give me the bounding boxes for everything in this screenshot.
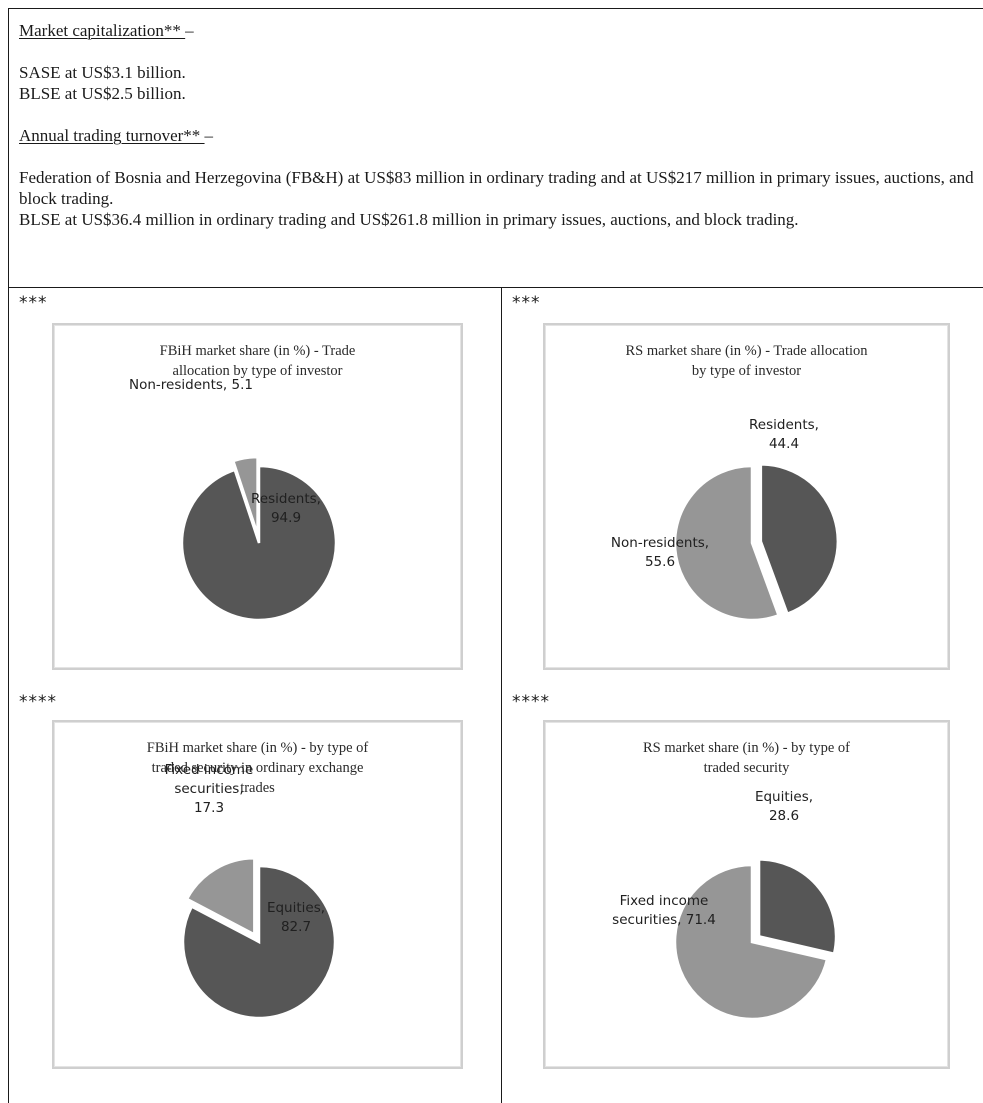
pie-slice-equities: [757, 858, 838, 956]
pie-chart-svg: RS market share (in %) - Trade allocatio…: [611, 343, 868, 622]
pie-label-fixed-income-securities: Fixed income securities, 17.3: [165, 762, 254, 816]
turnover-heading-line: Annual trading turnover** –: [19, 125, 979, 146]
note-marker-row1-left: ***: [19, 293, 48, 313]
table-row-divider: [8, 287, 983, 288]
pie-label-residents: Residents, 94.9: [251, 491, 321, 526]
pie-chart-svg: RS market share (in %) - by type of trade…: [612, 740, 850, 1021]
pie-slice-residents: [180, 464, 338, 622]
table-border-left: [8, 8, 9, 1103]
pie-label-non-residents: Non-residents, 55.6: [611, 535, 709, 570]
chart-title: RS market share (in %) - Trade allocatio…: [625, 343, 868, 379]
market-cap-heading: Market capitalization**: [19, 21, 186, 40]
table-border-top: [8, 8, 983, 9]
pie-slice-non-residents: [673, 464, 781, 622]
pie-label-fixed-income-securities: Fixed income securities, 71.4: [612, 893, 716, 928]
pie-slice-fixed-income-securities: [185, 857, 256, 937]
pie-slice-residents: [759, 463, 840, 616]
market-summary-text: Market capitalization** – SASE at US$3.1…: [19, 20, 979, 230]
note-marker-row2-left: ****: [19, 692, 57, 712]
pie-chart-svg: FBiH market share (in %) - by type of tra…: [147, 740, 369, 1020]
market-cap-heading-line: Market capitalization** –: [19, 20, 979, 41]
blse-turnover: BLSE at US$36.4 million in ordinary trad…: [19, 210, 799, 229]
pie-label-non-residents: Non-residents, 5.1: [129, 377, 253, 393]
chart-title: FBiH market share (in %) - by type of tra…: [147, 740, 369, 796]
chart-rs-security-type: RS market share (in %) - by type of trade…: [543, 720, 950, 1069]
chart-title: FBiH market share (in %) - Trade allocati…: [160, 343, 356, 379]
chart-fbih-security-type: FBiH market share (in %) - by type of tra…: [52, 720, 463, 1069]
sase-market-cap: SASE at US$3.1 billion.: [19, 63, 186, 82]
fbh-turnover: Federation of Bosnia and Herzegovina (FB…: [19, 168, 974, 208]
market-cap-dash: –: [185, 21, 194, 40]
pie-chart-svg: FBiH market share (in %) - Trade allocati…: [129, 343, 356, 622]
turnover-heading: Annual trading turnover**: [19, 126, 205, 145]
chart-title: RS market share (in %) - by type of trade…: [643, 740, 850, 776]
chart-rs-investor-type: RS market share (in %) - Trade allocatio…: [543, 323, 950, 670]
blse-market-cap: BLSE at US$2.5 billion.: [19, 84, 186, 103]
pie-label-equities: Equities, 28.6: [755, 789, 813, 824]
table-column-divider: [501, 287, 502, 1103]
pie-slice-equities: [181, 864, 337, 1020]
pie-label-residents: Residents, 44.4: [749, 417, 819, 452]
chart-fbih-investor-type: FBiH market share (in %) - Trade allocati…: [52, 323, 463, 670]
note-marker-row2-right: ****: [512, 692, 550, 712]
pie-label-equities: Equities, 82.7: [267, 900, 325, 935]
pie-slice-fixed-income-securities: [673, 863, 829, 1021]
note-marker-row1-right: ***: [512, 293, 541, 313]
turnover-dash: –: [204, 126, 214, 145]
pie-slice-non-residents: [231, 455, 259, 535]
